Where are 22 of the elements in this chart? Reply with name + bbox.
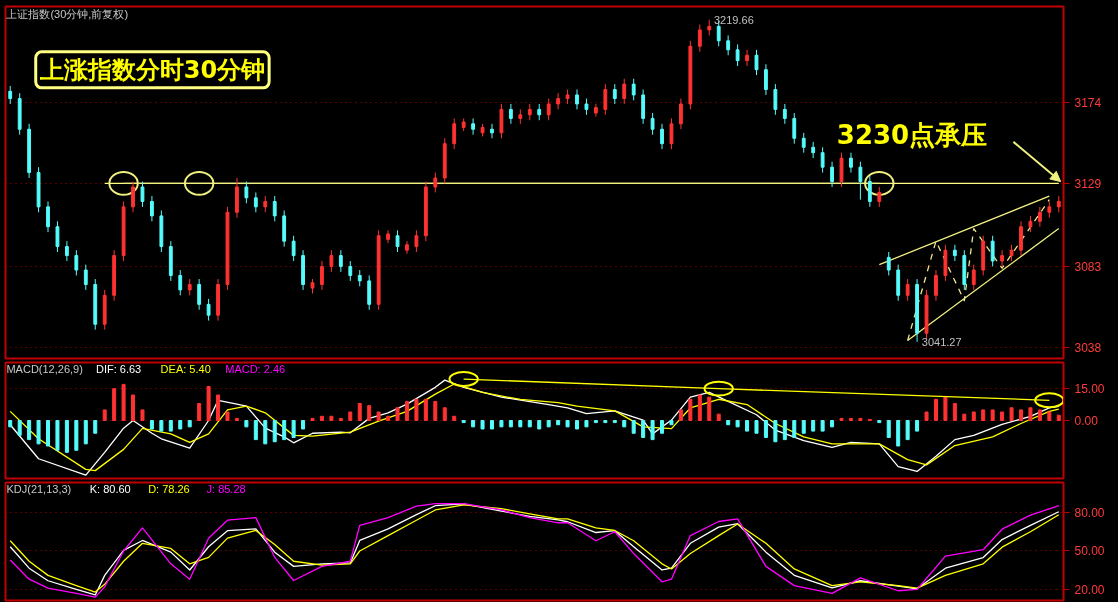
chart-title: KDJ(21,13,3) xyxy=(6,483,72,496)
y-tick-label: 50.00 xyxy=(1074,544,1105,559)
annotation: 3219.66 xyxy=(713,13,754,26)
y-tick-label: 3038 xyxy=(1074,341,1102,356)
chart-title: 上证指数(30分钟,前复权) xyxy=(6,8,129,21)
annotation: 上涨指数分时30分钟 xyxy=(38,55,266,84)
text: J: 85.28 xyxy=(206,483,246,496)
y-tick-label: 3174 xyxy=(1074,95,1102,110)
annotation: 3230点承压 xyxy=(836,119,988,150)
annotation: 3041.27 xyxy=(921,335,962,348)
text: DIF: 6.63 xyxy=(96,363,142,376)
y-tick-label: 3129 xyxy=(1074,176,1102,191)
chart-title: MACD(12,26,9) xyxy=(6,363,83,376)
y-tick-label: 15.00 xyxy=(1074,382,1105,397)
y-tick-label: 3083 xyxy=(1074,259,1102,274)
text: DEA: 5.40 xyxy=(160,363,211,376)
text: D: 78.26 xyxy=(148,483,190,496)
y-tick-label: 80.00 xyxy=(1074,506,1105,521)
text: K: 80.60 xyxy=(89,483,131,496)
series-label: MACD: 2.46 xyxy=(225,363,286,376)
y-tick-label: 20.00 xyxy=(1074,582,1105,597)
y-tick-label: 0.00 xyxy=(1074,414,1099,428)
